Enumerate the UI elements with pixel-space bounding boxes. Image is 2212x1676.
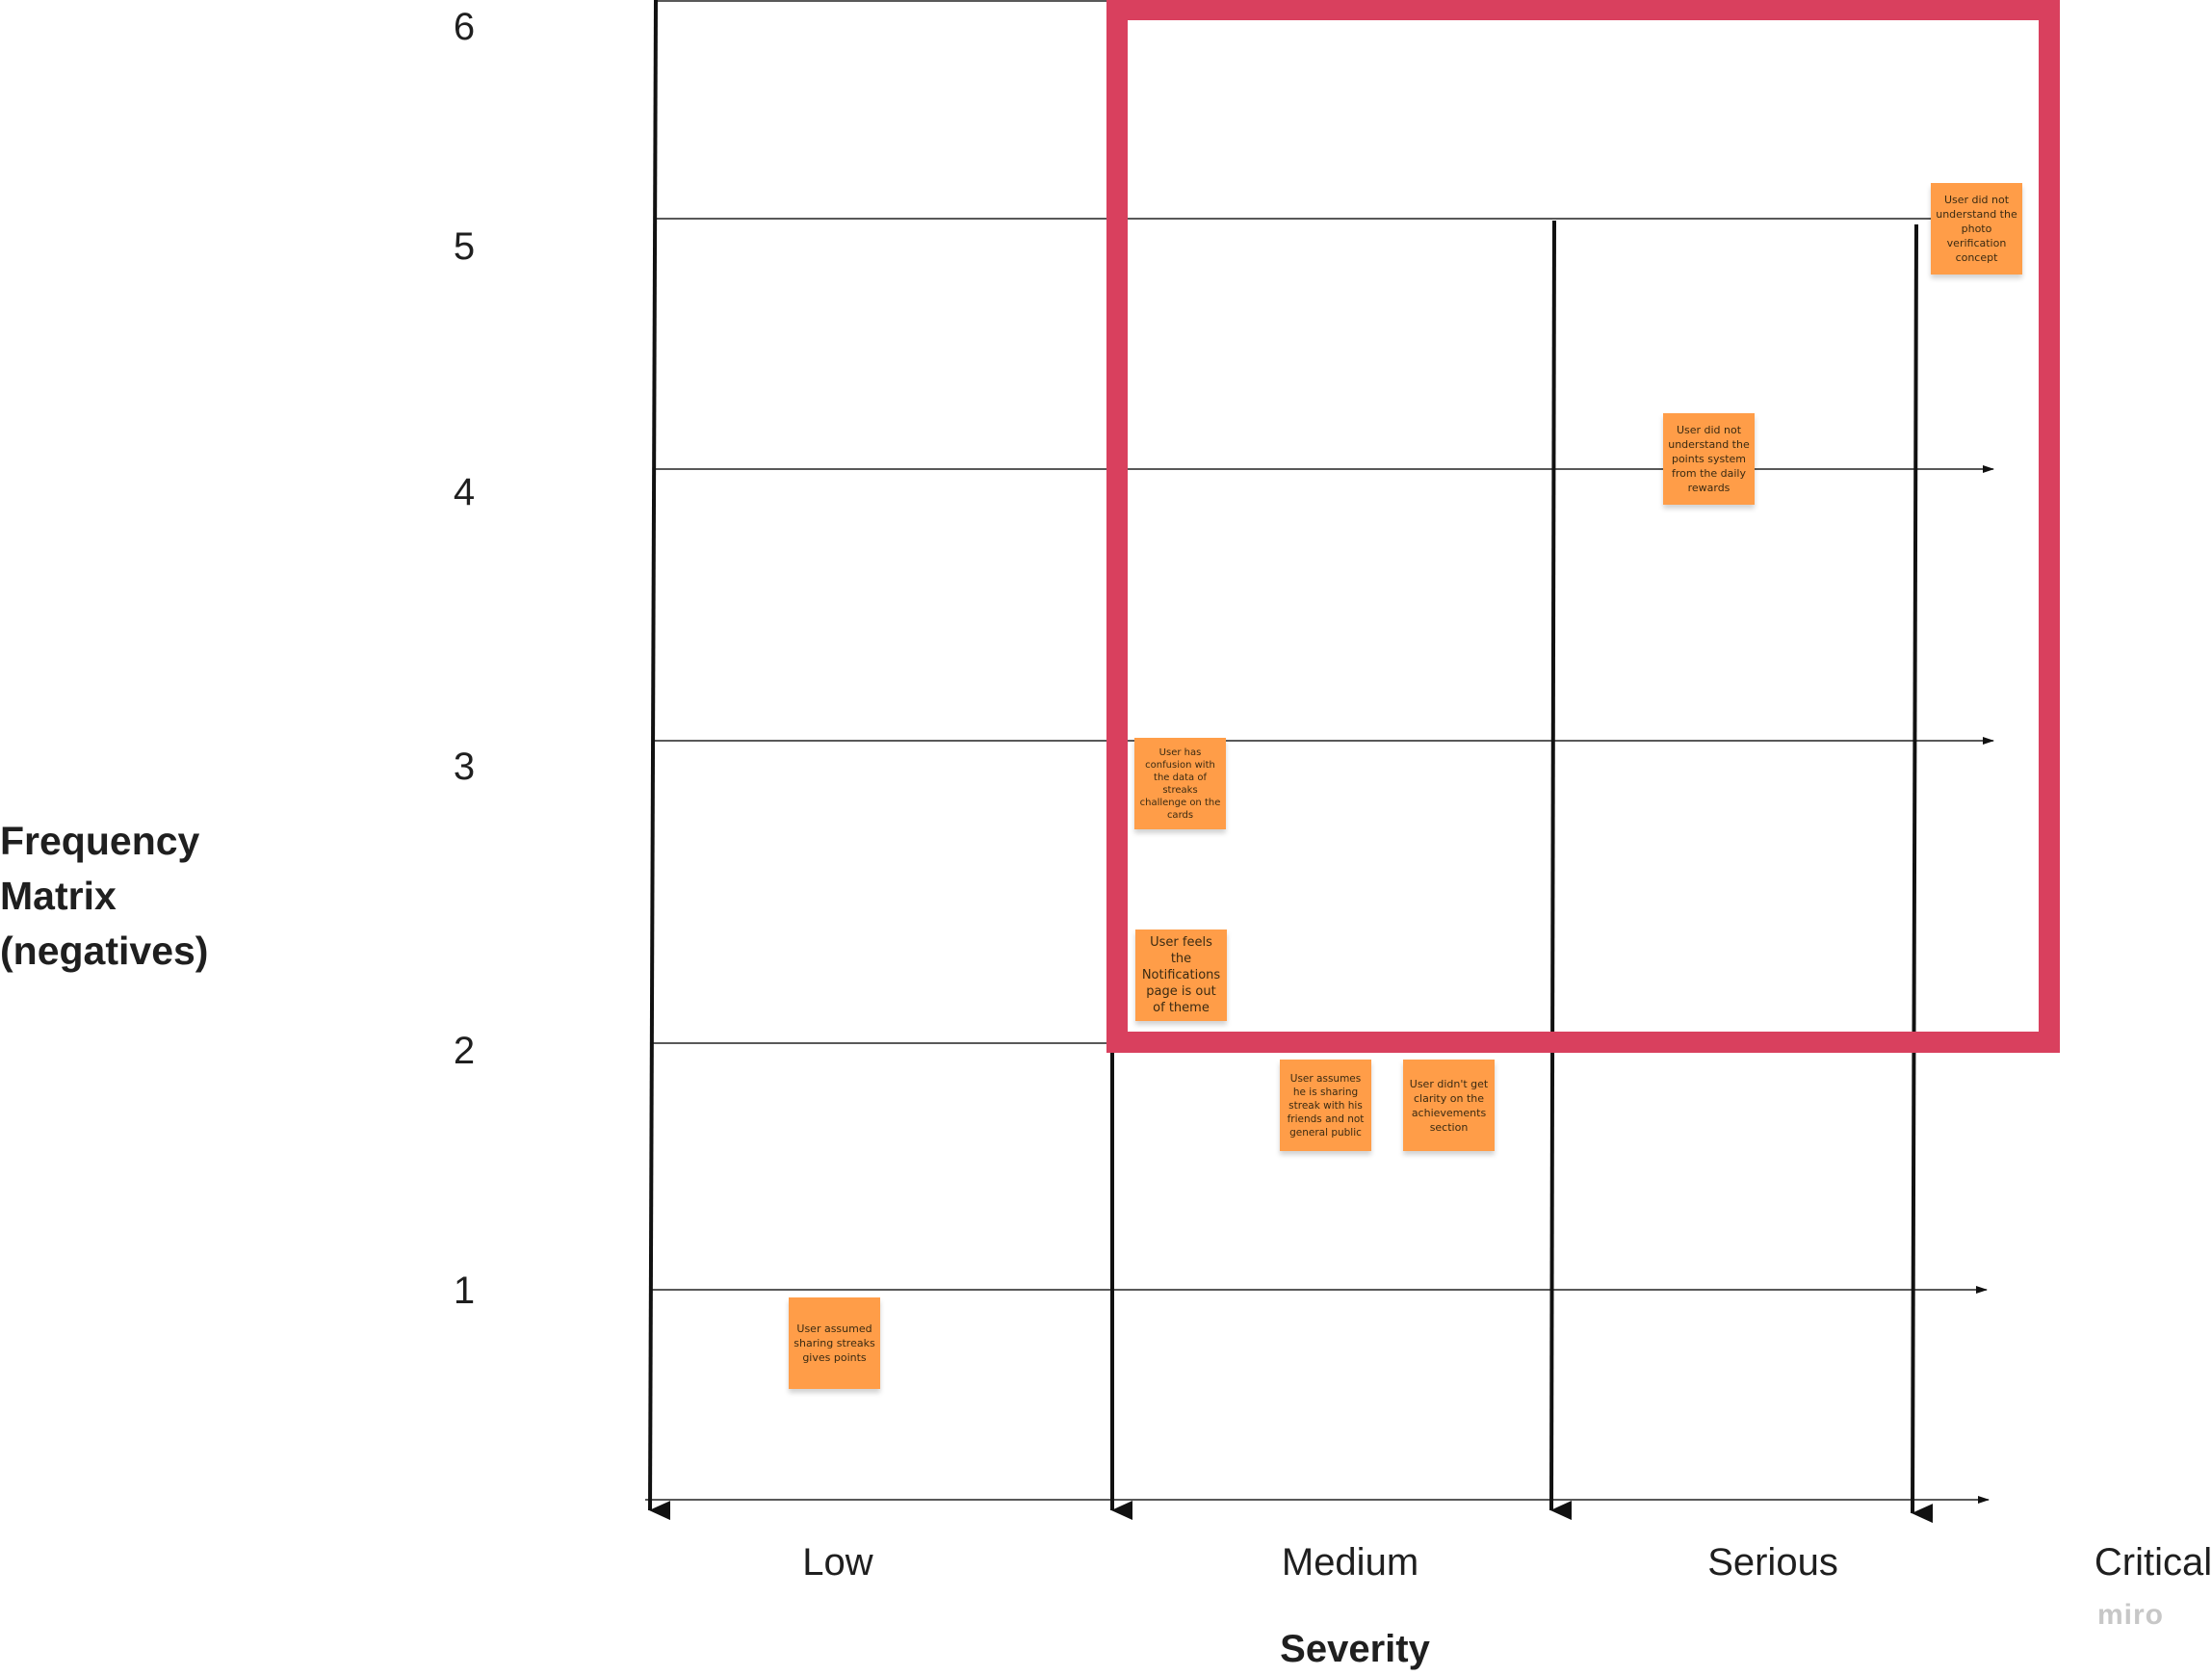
y-tick-5: 5	[453, 225, 476, 268]
y-axis-title-line-2: Matrix	[0, 874, 117, 918]
y-axis-title-line-3: (negatives)	[0, 929, 209, 973]
sticky-note[interactable]: User assumes he is sharing streak with h…	[1280, 1060, 1371, 1151]
sticky-note[interactable]: User has confusion with the data of stre…	[1134, 738, 1226, 829]
sticky-note[interactable]: User didn't get clarity on the achieveme…	[1403, 1060, 1495, 1151]
sticky-note[interactable]: User did not understand the points syste…	[1663, 413, 1755, 505]
y-axis-title-line-1: Frequency	[0, 819, 200, 863]
sticky-note[interactable]: User did not understand the photo verifi…	[1931, 183, 2022, 275]
x-axis-title: Severity	[1280, 1628, 1430, 1670]
y-tick-4: 4	[453, 471, 476, 513]
y-tick-1: 1	[453, 1270, 476, 1312]
axis-arrow-critical	[1911, 223, 1934, 1524]
axis-arrow-low	[648, 0, 671, 1521]
y-tick-6: 6	[453, 6, 476, 48]
x-tick-critical: Critical	[2094, 1541, 2212, 1584]
critical-zone-highlight	[1106, 0, 2060, 1053]
x-tick-serious: Serious	[1707, 1541, 1838, 1584]
x-tick-medium: Medium	[1281, 1541, 1419, 1584]
sticky-note[interactable]: User assumed sharing streaks gives point…	[789, 1297, 880, 1389]
y-axis-title: Frequency Matrix (negatives)	[0, 814, 250, 979]
sticky-note[interactable]: User feels the Notifications page is out…	[1135, 930, 1227, 1021]
axis-arrow-serious	[1549, 220, 1573, 1521]
miro-logo: miro	[2097, 1599, 2165, 1631]
y-tick-2: 2	[453, 1030, 476, 1072]
x-tick-low: Low	[802, 1541, 873, 1584]
y-tick-3: 3	[453, 746, 476, 788]
